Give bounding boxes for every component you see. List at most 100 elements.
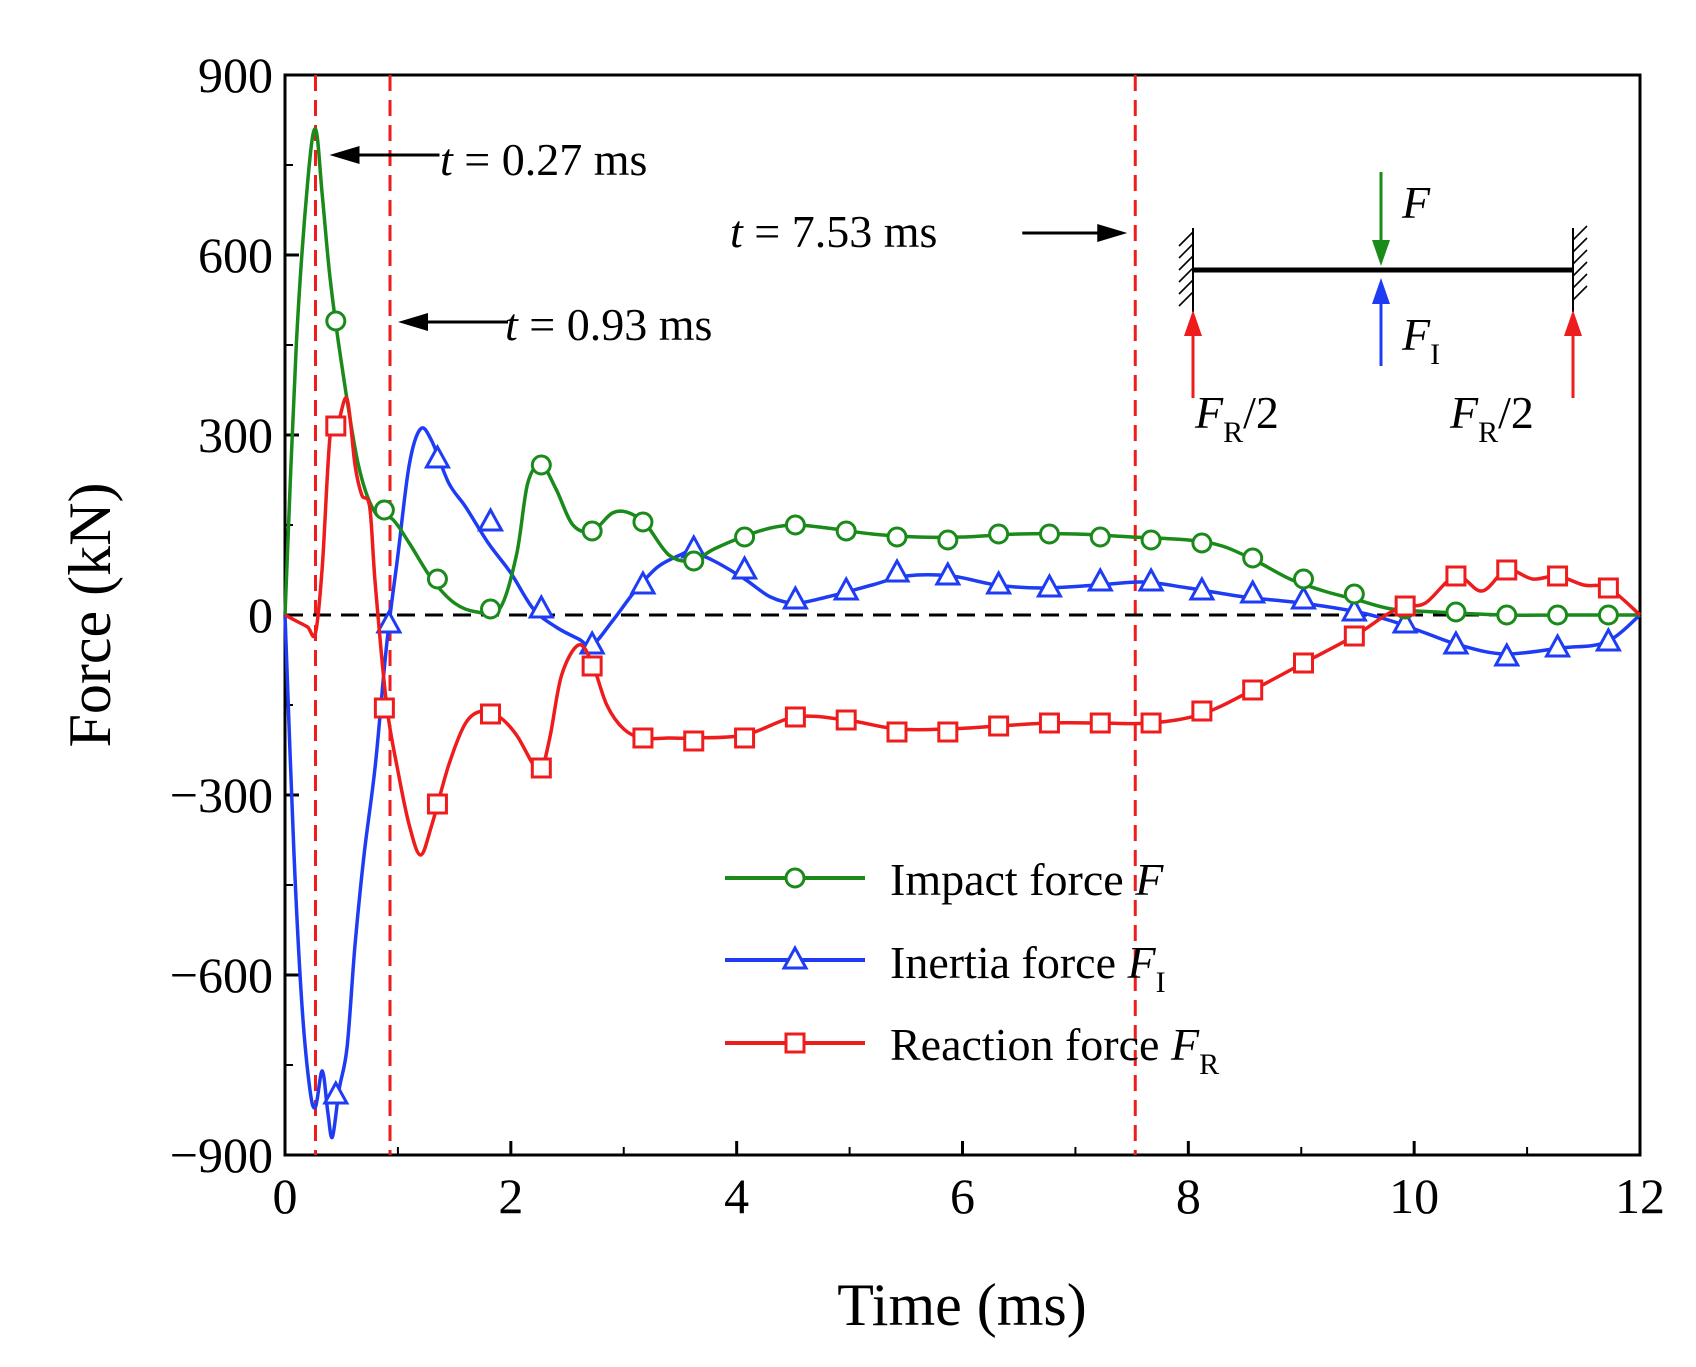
data-point — [734, 526, 756, 548]
beam-schematic: F FI FR/2 FR/2 — [1178, 172, 1588, 449]
annotation-t027: t = 0.27 ms — [440, 134, 647, 185]
left-reaction-tail: /2 — [1243, 387, 1279, 438]
data-point — [1140, 529, 1162, 551]
data-point — [632, 511, 654, 533]
data-point — [835, 520, 857, 542]
annotation-t093-value: = 0.93 ms — [518, 299, 713, 350]
left-reaction-label: FR/2 — [1194, 387, 1279, 449]
data-point — [731, 554, 759, 580]
legend-impact-symbol: F — [1134, 854, 1164, 905]
data-point — [784, 706, 806, 728]
legend-reaction-symbol: F — [1170, 1019, 1200, 1070]
data-point — [1089, 712, 1111, 734]
x-axis-title: Time (ms) — [837, 1272, 1087, 1338]
x-tick-label: 6 — [950, 1168, 975, 1224]
legend-reaction-sub: R — [1199, 1048, 1219, 1081]
data-point — [937, 721, 959, 743]
data-point — [423, 443, 451, 469]
data-point — [1038, 712, 1060, 734]
y-tick-label: 300 — [198, 407, 273, 463]
y-axis-title: Force (kN) — [57, 483, 123, 748]
legend: Impact force F Inertia force FI Reaction… — [725, 854, 1219, 1081]
data-point — [373, 697, 395, 719]
data-point — [1343, 583, 1365, 605]
data-point — [832, 575, 860, 601]
x-tick-label: 4 — [724, 1168, 749, 1224]
data-point — [1293, 568, 1315, 590]
data-point — [632, 727, 654, 749]
annotation-arrows — [329, 146, 1128, 331]
legend-swatch-marker — [781, 944, 809, 970]
data-point — [1442, 629, 1470, 655]
data-point — [883, 557, 911, 583]
left-reaction-symbol: F — [1194, 387, 1224, 438]
data-point — [988, 523, 1010, 545]
data-point — [1547, 565, 1569, 587]
data-point — [1035, 572, 1063, 598]
data-point — [480, 703, 502, 725]
right-reaction-sub: R — [1478, 416, 1498, 449]
right-support-hatch — [1572, 225, 1588, 301]
series-circle — [283, 127, 1640, 626]
y-tick-label: −600 — [170, 947, 273, 1003]
data-point — [1496, 604, 1518, 626]
data-point — [835, 709, 857, 731]
data-point — [1496, 559, 1518, 581]
data-point — [1188, 575, 1216, 601]
x-tick-label: 12 — [1615, 1168, 1665, 1224]
svg-text:t = 0.27 ms: t = 0.27 ms — [440, 134, 647, 185]
data-point — [325, 310, 347, 332]
y-tick-label: −900 — [170, 1127, 273, 1183]
annotation-t093: t = 0.93 ms — [505, 299, 712, 350]
inertia-force-inset-label: FI — [1401, 309, 1440, 371]
y-tick-label: 0 — [248, 587, 273, 643]
left-support-hatch — [1178, 231, 1194, 307]
right-reaction-label: FR/2 — [1449, 387, 1534, 449]
data-point — [530, 757, 552, 779]
right-reaction-arrowhead — [1564, 310, 1582, 336]
data-point — [1140, 712, 1162, 734]
annotation-t753-symbol: t — [730, 206, 744, 257]
data-point — [476, 506, 505, 532]
x-tick-label: 10 — [1389, 1168, 1439, 1224]
data-point — [1137, 566, 1165, 592]
data-point — [426, 568, 448, 590]
x-tick-label: 0 — [273, 1168, 298, 1224]
left-reaction-arrowhead — [1184, 310, 1202, 336]
data-point — [480, 598, 502, 620]
series-triangle — [283, 426, 1642, 1140]
legend-label-reaction: Reaction force FR — [890, 1019, 1219, 1081]
x-tick-label: 8 — [1176, 1168, 1201, 1224]
data-point — [373, 499, 395, 521]
data-series — [283, 127, 1642, 1140]
data-point — [1191, 700, 1213, 722]
legend-label-impact: Impact force F — [890, 854, 1164, 905]
axes-ticks: 0 2 4 6 8 10 12 −900 −600 −300 0 300 600 900 — [170, 47, 1665, 1224]
data-point — [527, 593, 555, 619]
data-point — [937, 529, 959, 551]
annotation-t753: t = 7.53 ms — [730, 206, 937, 257]
y-tick-label: 900 — [198, 47, 273, 103]
data-point — [375, 608, 403, 634]
legend-swatch-marker — [784, 867, 806, 889]
svg-text:t = 7.53 ms: t = 7.53 ms — [730, 206, 937, 257]
y-tick-label: −300 — [170, 767, 273, 823]
annotation-t753-value: = 7.53 ms — [743, 206, 938, 257]
data-point — [1086, 566, 1114, 592]
data-point — [734, 727, 756, 749]
data-point — [1289, 584, 1318, 610]
y-tick-label: 600 — [198, 227, 273, 283]
inertia-force-arrowhead — [1372, 278, 1390, 304]
impact-force-label: F — [1401, 177, 1431, 228]
data-point — [629, 569, 657, 595]
data-point — [683, 550, 705, 572]
data-point — [426, 793, 448, 815]
annotation-arrowhead — [329, 146, 360, 164]
data-point — [1391, 608, 1419, 634]
data-point — [530, 454, 552, 476]
data-point — [581, 655, 603, 677]
right-reaction-symbol: F — [1449, 387, 1479, 438]
legend-swatches — [725, 867, 865, 1054]
data-point — [934, 560, 962, 586]
annotation-t027-symbol: t — [440, 134, 454, 185]
